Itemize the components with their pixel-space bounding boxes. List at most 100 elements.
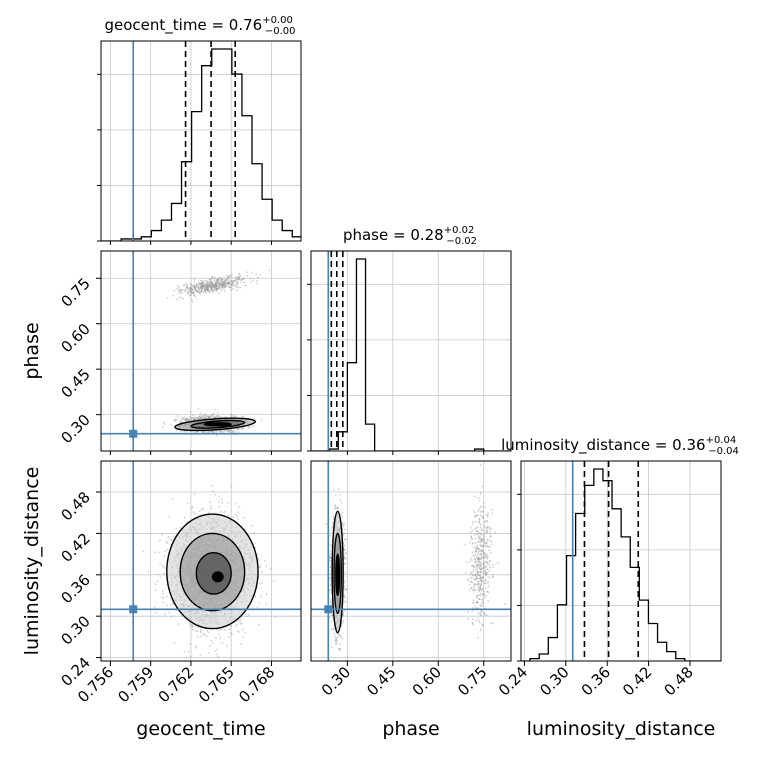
panel-phase-vs-geocent_time-point [209,286,211,288]
panel-phase-vs-geocent_time-point [183,416,185,418]
panel-phase-vs-geocent_time-point [232,431,234,433]
panel-phase-vs-geocent_time-point [189,289,191,291]
panel-luminosity_distance-vs-geocent_time-point [154,589,156,591]
panel-luminosity_distance-vs-geocent_time-point [218,629,220,631]
panel-phase-vs-geocent_time-point [213,277,215,279]
panel-luminosity_distance-vs-geocent_time-point [170,616,172,618]
panel-luminosity_distance-vs-geocent_time-point [200,636,202,638]
panel-luminosity_distance-vs-geocent_time-point [264,560,266,562]
panel-phase-vs-geocent_time-point [174,290,176,292]
panel-luminosity_distance-vs-geocent_time-point [203,634,205,636]
panel-luminosity_distance-vs-geocent_time-point [157,580,159,582]
panel-phase-vs-geocent_time-point [218,283,220,285]
panel-phase-vs-geocent_time-point [214,286,216,288]
panel-luminosity_distance-vs-geocent_time-point [187,503,189,505]
panel-luminosity_distance-vs-phase-scatter [325,457,505,652]
panel-luminosity_distance-vs-geocent_time-point [172,498,174,500]
panel-phase-vs-geocent_time-point [259,274,261,276]
panel-luminosity_distance-vs-geocent_time-point [212,490,214,492]
panel-phase-vs-geocent_time-point [196,418,198,420]
panel-phase-vs-geocent_time-point [192,415,194,417]
panel-phase-vs-geocent_time-point [200,280,202,282]
panel-luminosity_distance-vs-geocent_time-point [192,629,194,631]
panel-phase-vs-geocent_time-point [213,413,215,415]
panel-phase-vs-geocent_time-point [221,289,223,291]
panel-phase-vs-geocent_time-point [237,428,239,430]
panel-phase-vs-geocent_time-point [194,287,196,289]
panel-phase-vs-geocent_time-point [261,419,263,421]
panel-phase-vs-geocent_time-point [190,283,192,285]
panel-luminosity_distance-vs-phase-point [332,618,334,620]
panel-luminosity_distance-vs-geocent_time-point [195,647,197,649]
panel-luminosity_distance-vs-geocent_time-point [162,590,164,592]
panel-luminosity_distance-vs-geocent_time-point [190,656,192,658]
panel-phase-vs-geocent_time-point [162,426,164,428]
panel-phase-vs-geocent_time-point [234,277,236,279]
panel-phase-vs-geocent_time-point [206,286,208,288]
panel-phase-vs-geocent_time-point [257,277,259,279]
panel-phase-vs-geocent_time-point [213,292,215,294]
panel-phase-vs-geocent_time-point [205,417,207,419]
panel-luminosity_distance-vs-geocent_time-point [273,580,275,582]
panel-luminosity_distance-vs-geocent_time-point [240,643,242,645]
panel-phase-vs-geocent_time-point [222,287,224,289]
panel-phase-vs-geocent_time-point [172,295,174,297]
panel-luminosity_distance-vs-geocent_time-point [201,663,203,665]
panel-phase-vs-geocent_time-point [194,418,196,420]
panel-luminosity_distance-vs-geocent_time-point [214,494,216,496]
panel-luminosity_distance-vs-geocent_time-point [209,501,211,503]
panel-phase-vs-geocent_time-point [205,280,207,282]
panel-luminosity_distance-vs-geocent_time-point [214,650,216,652]
panel-phase-vs-geocent_time-point [190,287,192,289]
panel-luminosity_distance-vs-geocent_time-point [167,542,169,544]
panel-phase-vs-geocent_time-point [223,276,225,278]
panel-phase-vs-geocent_time-point [198,292,200,294]
panel-phase-vs-geocent_time-point [181,417,183,419]
panel-phase-vs-geocent_time-point [238,273,240,275]
panel-luminosity_distance-vs-geocent_time-point [173,535,175,537]
panel-phase-vs-geocent_time-point [224,290,226,292]
panel-phase-vs-geocent_time-point [200,417,202,419]
panel-luminosity_distance-vs-geocent_time-point [192,511,194,513]
panel-luminosity_distance-vs-geocent_time-point [162,593,164,595]
panel-luminosity_distance-vs-geocent_time-point [229,628,231,630]
panel-phase-vs-geocent_time-point [167,297,169,299]
panel-luminosity_distance-vs-geocent_time-point [221,499,223,501]
panel-phase-vs-geocent_time-scatter [162,270,270,437]
panel-luminosity_distance-vs-geocent_time-point [142,551,144,553]
panel-phase-vs-geocent_time-point [188,419,190,421]
panel-luminosity_distance-vs-geocent_time-point [216,653,218,655]
panel-luminosity_distance-vs-geocent_time-point [234,513,236,515]
panel-phase-vs-geocent_time-point [199,282,201,284]
panel-phase-vs-geocent_time-point [221,277,223,279]
panel-luminosity_distance-vs-geocent_time-point [167,536,169,538]
panel-phase-vs-geocent_time-point [199,287,201,289]
panel-luminosity_distance-vs-geocent_time-point [259,566,261,568]
panel-luminosity_distance-vs-phase-point [341,516,343,518]
panel-phase-vs-geocent_time-point [255,274,257,276]
panel-phase-vs-geocent_time-point [223,281,225,283]
panel-phase-vs-geocent_time-point [199,290,201,292]
panel-luminosity_distance-vs-geocent_time-point [171,604,173,606]
panel-luminosity_distance-vs-geocent_time-point [154,607,156,609]
panel-phase-vs-geocent_time-point [231,283,233,285]
panel-luminosity_distance-vs-geocent_time-point [195,645,197,647]
panel-phase-vs-geocent_time-point [239,287,241,289]
panel-phase-vs-geocent_time-point [211,276,213,278]
panel-luminosity_distance-vs-geocent_time-point [198,627,200,629]
panel-luminosity_distance-vs-geocent_time-point [265,604,267,606]
panel-phase-vs-geocent_time-point [163,423,165,425]
panel-phase-vs-geocent_time-point [180,289,182,291]
panel-phase-vs-geocent_time-point [235,416,237,418]
panel-luminosity_distance-vs-geocent_time-point [221,642,223,644]
panel-phase-vs-geocent_time-point [174,420,176,422]
panel-phase-vs-geocent_time-point [176,419,178,421]
panel-phase-vs-geocent_time-point [213,288,215,290]
panel-luminosity_distance-vs-geocent_time-point [162,601,164,603]
panel-phase-vs-geocent_time-point [178,289,180,291]
panel-luminosity_distance-vs-geocent_time-point [210,640,212,642]
panel-phase-vs-geocent_time-point [229,431,231,433]
panel-phase-vs-geocent_time-point [180,297,182,299]
panel-luminosity_distance-vs-geocent_time-point [237,630,239,632]
